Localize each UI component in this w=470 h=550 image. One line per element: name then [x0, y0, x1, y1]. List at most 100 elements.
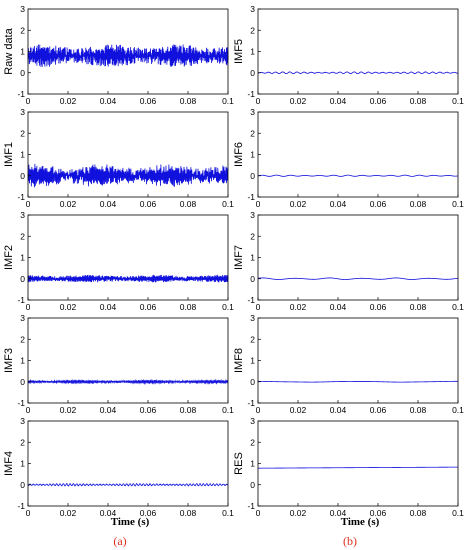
- y-tick-label: 1: [250, 356, 255, 366]
- y-tick-label: 2: [250, 231, 255, 241]
- x-tick-label: 0: [26, 405, 31, 415]
- y-tick-label: 2: [250, 437, 255, 447]
- signal-line: [257, 466, 458, 469]
- caption-right: (b): [343, 534, 357, 548]
- y-tick-label: 0: [20, 68, 25, 78]
- y-tick-label: 0: [250, 68, 255, 78]
- x-tick-label: 0.02: [290, 96, 307, 106]
- x-tick-label: 0.02: [60, 508, 77, 518]
- x-tick-label: 0: [256, 508, 261, 518]
- x-tick-label: 0.08: [180, 302, 197, 312]
- x-tick-label: 0.04: [330, 96, 347, 106]
- signal-line: [27, 378, 229, 385]
- x-tick-label: 0.02: [290, 199, 307, 209]
- signal-line: [27, 44, 229, 67]
- y-tick-label: 0: [20, 274, 25, 284]
- signal-line: [27, 274, 229, 283]
- y-tick-label: -1: [247, 192, 255, 202]
- y-tick-label: 2: [250, 25, 255, 35]
- axes-frame: [27, 214, 229, 301]
- x-tick-label: 0: [26, 302, 31, 312]
- y-tick-label: 0: [20, 480, 25, 490]
- y-tick-label: 0: [250, 377, 255, 387]
- axes-frame: [27, 317, 229, 404]
- x-tick-label: 0.06: [140, 96, 157, 106]
- x-tick-label: 0.08: [180, 508, 197, 518]
- y-tick-label: 0: [250, 480, 255, 490]
- x-tick-label: 0.02: [290, 405, 307, 415]
- y-axis-label: IMF5: [233, 39, 245, 64]
- x-tick-label: 0.08: [410, 302, 427, 312]
- y-axis-label: IMF8: [233, 348, 245, 373]
- y-tick-label: 2: [250, 334, 255, 344]
- x-tick-label: 0: [256, 96, 261, 106]
- y-tick-label: 1: [20, 356, 25, 366]
- y-tick-label: 1: [250, 459, 255, 469]
- y-tick-label: 2: [20, 25, 25, 35]
- x-tick-label: 0: [256, 199, 261, 209]
- y-tick-label: 3: [20, 210, 25, 220]
- y-tick-label: 2: [20, 231, 25, 241]
- x-tick-label: 0.1: [452, 199, 464, 209]
- y-tick-label: 1: [20, 253, 25, 263]
- y-tick-label: 0: [20, 171, 25, 181]
- y-tick-label: -1: [17, 192, 25, 202]
- y-tick-label: -1: [17, 89, 25, 99]
- y-tick-label: 3: [20, 4, 25, 14]
- x-tick-label: 0.08: [410, 405, 427, 415]
- y-tick-label: 1: [20, 47, 25, 57]
- signal-line: [257, 277, 459, 280]
- x-tick-label: 0.06: [370, 508, 387, 518]
- x-tick-label: 0.08: [180, 96, 197, 106]
- x-tick-label: 0.08: [410, 508, 427, 518]
- signal-line: [258, 380, 458, 383]
- y-tick-label: 0: [250, 274, 255, 284]
- x-tick-label: 0.06: [140, 508, 157, 518]
- axes-frame: [257, 420, 459, 507]
- x-tick-label: 0.02: [290, 508, 307, 518]
- y-axis-label: IMF3: [3, 348, 15, 373]
- x-tick-label: 0.02: [60, 199, 77, 209]
- y-axis-label: IMF1: [3, 142, 15, 167]
- y-tick-label: 2: [20, 334, 25, 344]
- y-tick-label: 2: [250, 128, 255, 138]
- y-tick-label: 3: [250, 210, 255, 220]
- y-tick-label: 0: [20, 377, 25, 387]
- signal-line: [27, 482, 229, 487]
- y-tick-label: 3: [250, 4, 255, 14]
- x-tick-label: 0.06: [140, 199, 157, 209]
- x-tick-label: 0.06: [370, 199, 387, 209]
- y-tick-label: 3: [20, 107, 25, 117]
- x-axis-label-left: Time (s): [111, 516, 150, 528]
- x-tick-label: 0.06: [140, 405, 157, 415]
- y-axis-label: RES: [233, 452, 245, 475]
- y-tick-label: 3: [20, 313, 25, 323]
- signal-line: [257, 71, 459, 75]
- x-tick-label: 0.06: [140, 302, 157, 312]
- x-tick-label: 0.02: [60, 96, 77, 106]
- x-tick-label: 0: [256, 405, 261, 415]
- y-tick-label: -1: [247, 295, 255, 305]
- x-tick-label: 0: [26, 96, 31, 106]
- y-axis-label: IMF6: [233, 142, 245, 167]
- x-tick-label: 0: [26, 508, 31, 518]
- x-tick-label: 0.04: [330, 508, 347, 518]
- x-tick-label: 0.04: [100, 508, 117, 518]
- y-tick-label: -1: [247, 398, 255, 408]
- y-tick-label: 1: [20, 150, 25, 160]
- y-tick-label: 0: [250, 171, 255, 181]
- x-tick-label: 0.1: [452, 508, 464, 518]
- y-axis-label: Raw data: [3, 27, 15, 74]
- x-tick-label: 0.04: [330, 302, 347, 312]
- x-tick-label: 0.1: [222, 508, 234, 518]
- x-tick-label: 0.1: [222, 302, 234, 312]
- y-tick-label: -1: [247, 501, 255, 511]
